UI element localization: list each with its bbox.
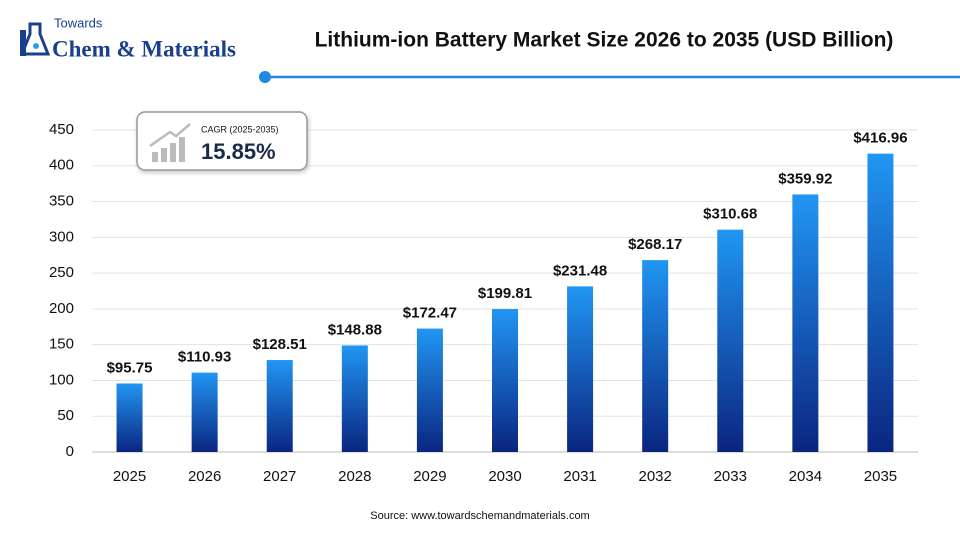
logo-line2: Chem & Materials [52, 36, 236, 61]
value-label: $310.68 [703, 206, 757, 223]
y-tick-label: 0 [66, 443, 74, 460]
x-tick-label: 2034 [789, 468, 822, 485]
value-label: $359.92 [778, 170, 832, 187]
cagr-value: 15.85% [201, 139, 276, 164]
bar [116, 383, 143, 452]
y-tick-label: 50 [57, 407, 74, 424]
x-tick-label: 2030 [488, 468, 521, 485]
bar [341, 345, 368, 452]
value-label: $110.93 [178, 349, 231, 366]
y-tick-label: 350 [49, 193, 74, 210]
logo: Towards Chem & Materials [19, 15, 236, 61]
x-tick-label: 2025 [113, 468, 146, 485]
cagr-box: CAGR (2025-2035) 15.85% [136, 111, 308, 171]
bar [792, 194, 819, 452]
value-label: $416.96 [853, 130, 907, 147]
cagr-label: CAGR (2025-2035) [201, 124, 279, 134]
x-tick-label: 2027 [263, 468, 296, 485]
logo-line1: Towards [54, 15, 103, 30]
x-tick-label: 2033 [714, 468, 747, 485]
bar [492, 309, 518, 452]
value-label: $172.47 [403, 305, 457, 322]
chart-title: Lithium-ion Battery Market Size 2026 to … [315, 29, 894, 52]
y-tick-label: 100 [49, 371, 74, 388]
bar [867, 153, 894, 452]
bar [567, 286, 594, 452]
x-tick-label: 2029 [413, 468, 446, 485]
bar [266, 360, 293, 452]
x-tick-label: 2026 [188, 468, 221, 485]
x-tick-label: 2032 [638, 468, 671, 485]
y-tick-label: 250 [49, 264, 74, 281]
value-label: $231.48 [553, 262, 607, 279]
y-tick-label: 200 [49, 300, 74, 317]
title-rule-dot [259, 71, 271, 83]
value-label: $268.17 [628, 236, 682, 253]
y-tick-label: 400 [49, 157, 74, 174]
bar [416, 328, 443, 452]
bar [191, 372, 218, 452]
bar [717, 229, 744, 452]
value-label: $148.88 [328, 321, 382, 338]
y-tick-label: 300 [49, 228, 74, 245]
x-tick-label: 2031 [563, 468, 596, 485]
y-tick-label: 150 [49, 336, 74, 353]
value-label: $95.75 [107, 359, 153, 376]
y-tick-label: 450 [49, 121, 74, 138]
x-tick-label: 2035 [864, 468, 897, 485]
value-label: $199.81 [478, 285, 532, 302]
value-label: $128.51 [253, 336, 307, 353]
source: Source: www.towardschemandmaterials.com [370, 510, 589, 522]
x-tick-label: 2028 [338, 468, 371, 485]
bar [642, 260, 669, 452]
